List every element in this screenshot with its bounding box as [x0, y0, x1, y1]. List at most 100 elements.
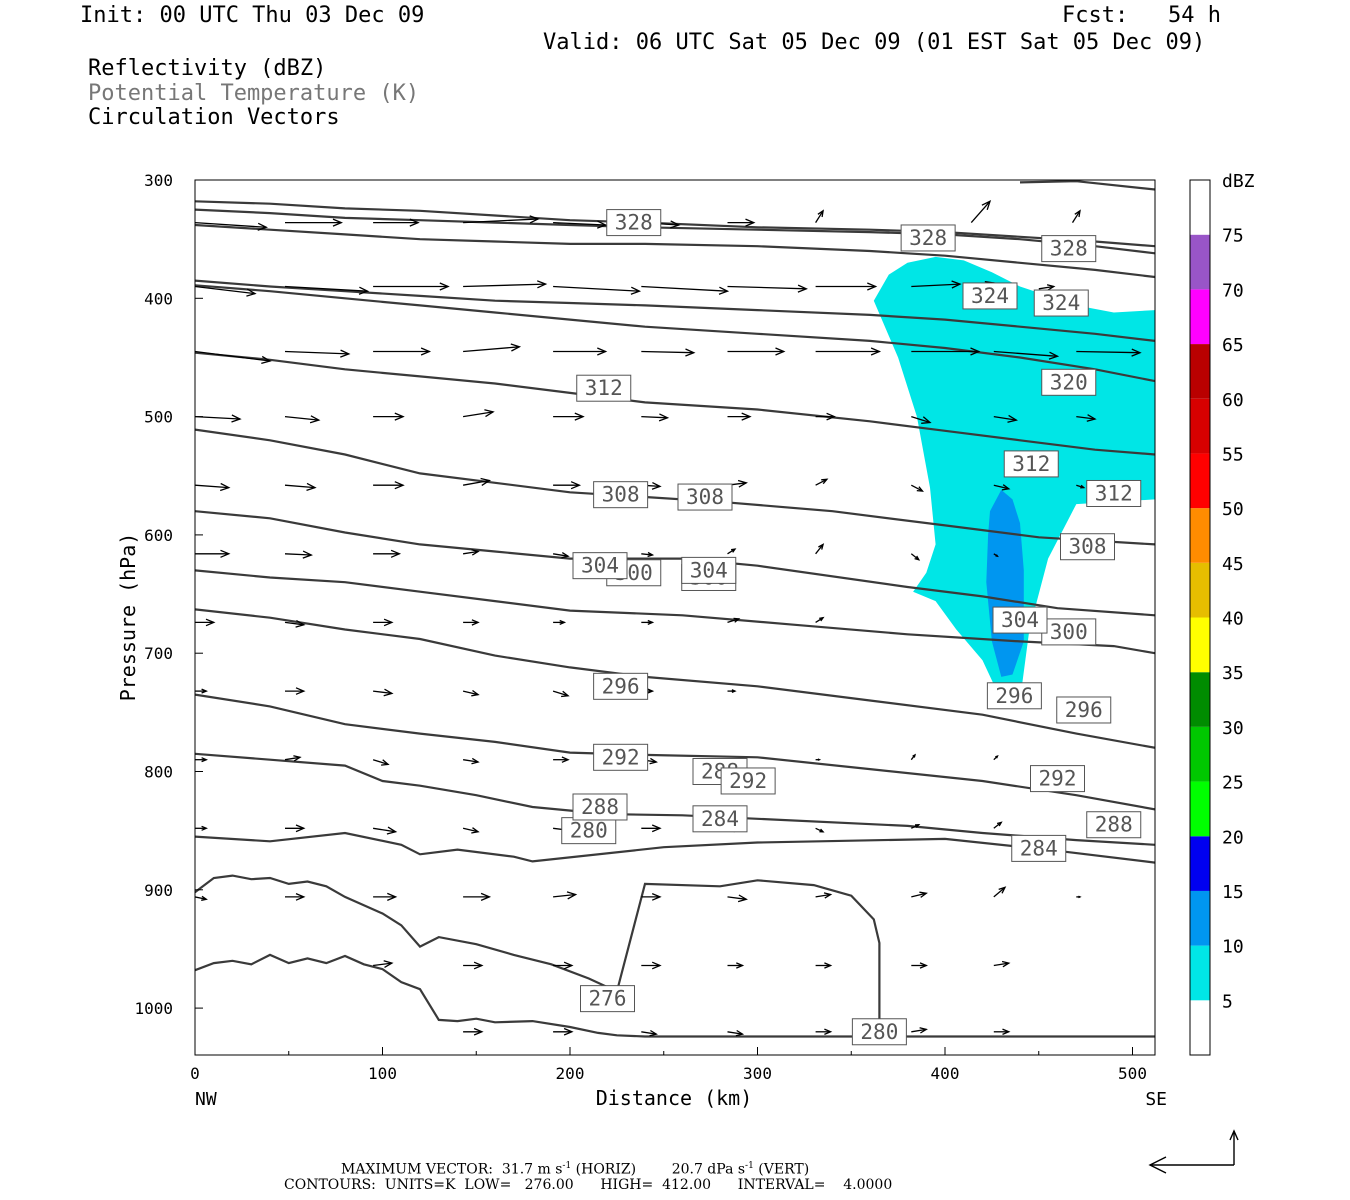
contour-label-324: 324 [971, 284, 1009, 308]
circulation-vector [284, 619, 306, 628]
circulation-vector [910, 553, 921, 561]
vector-shaft [463, 759, 479, 763]
circulation-vector [195, 221, 268, 231]
vector-head [916, 486, 924, 492]
colorbar-frame [1189, 179, 1211, 1056]
vector-head [596, 220, 608, 229]
circulation-vector [553, 285, 642, 295]
circulation-vector [815, 543, 825, 555]
vector-shaft [195, 221, 267, 228]
y-tick-label: 800 [144, 763, 173, 782]
vector-shaft [463, 283, 546, 288]
vector-shaft [970, 200, 991, 224]
theta-contour-284 [195, 831, 1155, 864]
circulation-vector [1071, 209, 1081, 223]
circulation-vector [911, 891, 928, 898]
circulation-vector [641, 619, 655, 625]
circulation-vector [910, 753, 917, 761]
vector-head [394, 412, 405, 421]
contour-label-292: 292 [729, 769, 767, 793]
contour-label-300: 300 [1050, 620, 1088, 644]
vector-shaft [195, 484, 229, 489]
vector-shaft [284, 285, 368, 292]
vector-head [981, 200, 992, 211]
vector-shaft [727, 1031, 743, 1035]
contour-label-320: 320 [1050, 370, 1088, 394]
colorbar-label: 65 [1222, 335, 1244, 356]
theta-contour-332 [195, 208, 1155, 255]
circulation-vector [641, 961, 662, 970]
contour-label-box [681, 556, 737, 584]
contour-label-276: 276 [589, 987, 627, 1011]
vector-shaft [462, 411, 494, 418]
circulation-vector [815, 478, 829, 486]
circulation-vector [195, 350, 272, 365]
y-tick-label: 600 [144, 526, 173, 545]
vector-head [651, 824, 662, 833]
circulation-vector [815, 1028, 833, 1035]
vector-head [685, 348, 696, 357]
vector-head [529, 215, 540, 224]
contour-label-284: 284 [701, 807, 739, 831]
colorbar-unit: dBZ [1222, 171, 1255, 192]
vector-head [951, 280, 962, 289]
contour-label-296: 296 [1065, 698, 1103, 722]
colorbar-label: 50 [1222, 499, 1244, 520]
circulation-vector [727, 962, 745, 969]
vector-head [340, 349, 351, 358]
vector-head [246, 288, 257, 297]
y-tick-label: 400 [144, 289, 173, 308]
vector-head [1131, 348, 1142, 357]
circulation-vector [553, 347, 608, 356]
circulation-vector [641, 893, 662, 901]
vector-head [205, 618, 216, 627]
circulation-vector [372, 759, 390, 766]
contour-label-box [1060, 533, 1115, 561]
contour-label-box [561, 817, 617, 845]
vector-head [201, 895, 208, 901]
circulation-vector [195, 825, 208, 831]
vector-head [309, 415, 321, 424]
vector-head [561, 552, 570, 559]
vector-head [998, 886, 1007, 894]
circulation-vector [1076, 414, 1097, 422]
circulation-vector [553, 481, 582, 490]
circulation-vector [373, 826, 398, 835]
colorbar-label: 75 [1222, 226, 1244, 247]
colorbar-swatch [1190, 945, 1210, 1001]
vector-shaft [1076, 415, 1096, 420]
vector-shaft [641, 350, 694, 354]
x-tick-label: 100 [368, 1064, 397, 1083]
contour-label-304: 304 [690, 558, 728, 582]
vector-head [574, 412, 585, 421]
circulation-vector [553, 619, 567, 625]
vector-head [1086, 414, 1097, 422]
vector-head [1078, 895, 1082, 899]
contour-label-box [986, 682, 1042, 710]
contour-label-328: 328 [1050, 237, 1088, 261]
vector-head [381, 759, 390, 766]
vector-shaft [641, 415, 668, 419]
circulation-vector [373, 412, 405, 421]
vector-head [390, 549, 402, 558]
vector-head [914, 823, 921, 828]
vector-head [387, 892, 398, 901]
field-potential-temperature: Potential Temperature (K) [88, 81, 420, 106]
circulation-vector [285, 824, 306, 833]
vector-head [737, 479, 748, 488]
contour-label-box [1041, 235, 1097, 263]
contour-label-304: 304 [581, 554, 619, 578]
circulation-vector [284, 755, 302, 762]
vector-shaft [553, 893, 576, 898]
circulation-vector [553, 756, 570, 763]
contour-label-box [1041, 368, 1097, 396]
vector-head [995, 754, 999, 759]
circulation-vector [641, 1029, 658, 1037]
vector-head [480, 892, 492, 901]
colorbar-swatch [1190, 234, 1210, 290]
circulation-vector [641, 285, 730, 295]
vector-head [220, 549, 231, 558]
contour-label-284: 284 [1020, 836, 1058, 860]
theta-contour-288 [195, 752, 1155, 846]
